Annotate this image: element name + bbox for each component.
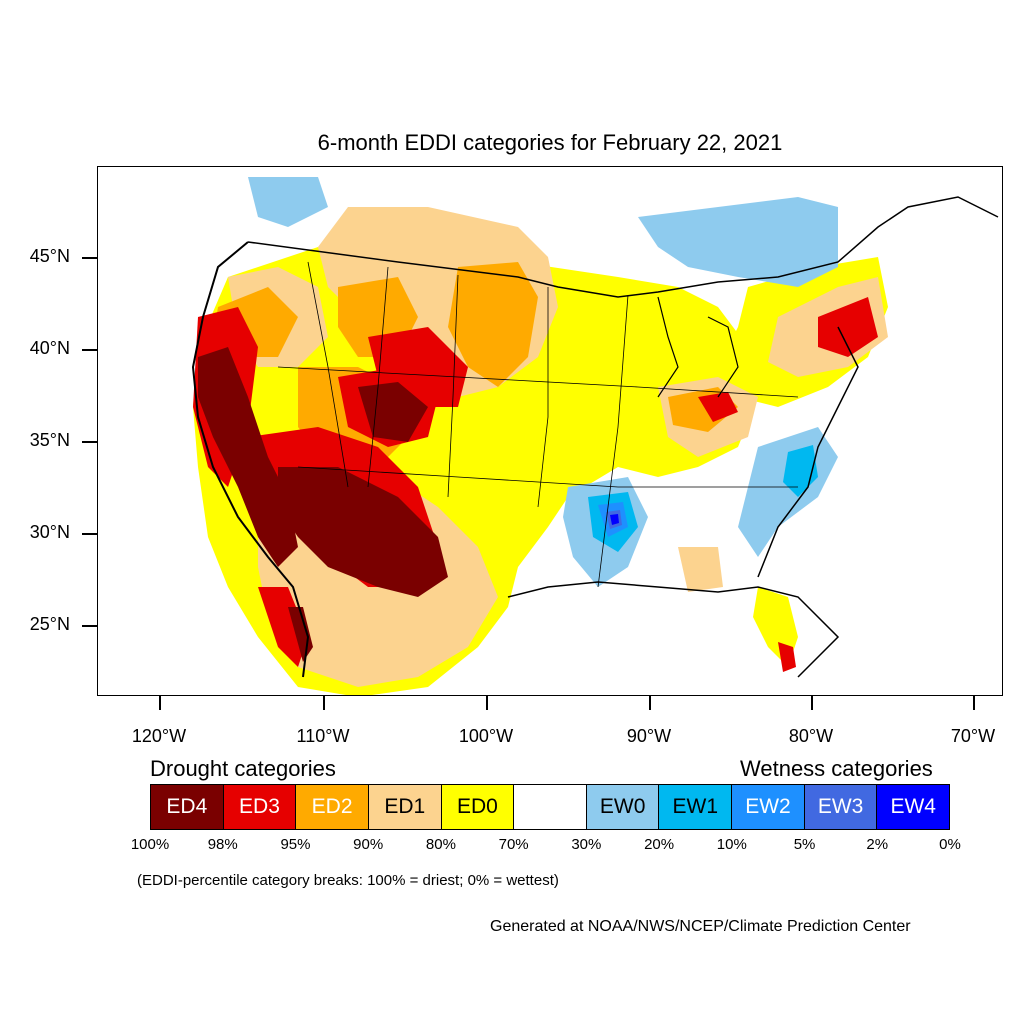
credit-line: Generated at NOAA/NWS/NCEP/Climate Predi… <box>490 918 911 935</box>
percentile-label: 100% <box>130 836 170 853</box>
y-tick-label: 35°N <box>29 430 70 450</box>
percentile-label: 2% <box>866 836 889 853</box>
legend-swatch: EW3 <box>804 785 878 829</box>
x-tick-mark <box>973 696 975 710</box>
legend-swatch: ED2 <box>296 785 369 829</box>
y-tick-mark <box>82 349 97 351</box>
percentile-label: 90% <box>353 836 384 853</box>
category-fields <box>193 177 888 695</box>
percentile-label: 30% <box>571 836 602 853</box>
percentile-label: 98% <box>207 836 238 853</box>
legend-swatch: ED4 <box>151 785 224 829</box>
legend-swatch: ED0 <box>441 785 515 829</box>
percentile-label: 20% <box>644 836 675 853</box>
y-tick-label: 25°N <box>29 614 70 634</box>
category-legend: ED4 ED3 ED2 ED1 ED0 EW0 EW1 EW2 EW3 EW4 <box>150 784 950 830</box>
x-tick-mark <box>159 696 161 710</box>
legend-swatch: EW1 <box>659 785 733 829</box>
legend-swatch: ED3 <box>223 785 297 829</box>
percentile-label: 70% <box>498 836 529 853</box>
percentile-label: 10% <box>716 836 747 853</box>
x-tick-mark <box>811 696 813 710</box>
y-tick-label: 40°N <box>29 338 70 358</box>
x-tick-mark <box>486 696 488 710</box>
drought-heading: Drought categories <box>150 756 336 781</box>
wetness-heading: Wetness categories <box>740 756 933 781</box>
x-tick-label: 90°W <box>626 726 672 746</box>
y-tick-mark <box>82 257 97 259</box>
y-tick-mark <box>82 441 97 443</box>
x-tick-mark <box>649 696 651 710</box>
y-tick-label: 30°N <box>29 522 70 542</box>
x-tick-label: 80°W <box>788 726 834 746</box>
percentile-label: 5% <box>793 836 816 853</box>
y-tick-mark <box>82 625 97 627</box>
map-title: 6-month EDDI categories for February 22,… <box>317 130 783 155</box>
legend-swatch: EW0 <box>586 785 660 829</box>
x-tick-label: 100°W <box>458 726 514 746</box>
map-panel <box>97 166 1003 696</box>
percentile-label: 95% <box>280 836 311 853</box>
legend-swatch: EW4 <box>877 785 950 829</box>
boundaries <box>191 196 999 678</box>
x-tick-label: 110°W <box>296 726 350 746</box>
percentile-label: 0% <box>939 836 961 853</box>
x-tick-mark <box>323 696 325 710</box>
y-tick-mark <box>82 533 97 535</box>
eddi-map <box>191 177 999 695</box>
legend-swatch: ED1 <box>368 785 442 829</box>
percentile-label: 80% <box>425 836 456 853</box>
category-note: (EDDI-percentile category breaks: 100% =… <box>137 872 559 889</box>
y-tick-label: 45°N <box>29 246 70 266</box>
x-tick-label: 70°W <box>950 726 996 746</box>
x-tick-label: 120°W <box>131 726 187 746</box>
legend-swatch: EW2 <box>732 785 805 829</box>
legend-swatch <box>514 785 587 829</box>
